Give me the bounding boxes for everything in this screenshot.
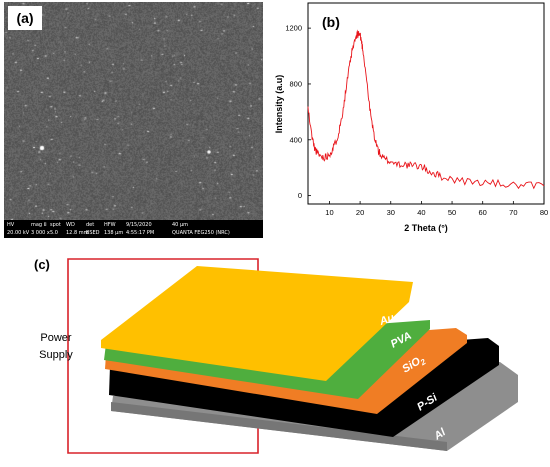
y-tick-label: 1200 bbox=[285, 24, 302, 33]
xrd-series-line bbox=[307, 29, 545, 190]
sem-panel: (a) HV mag ⌷ spot WD det HFW 9/15/2020 40 µm 20… bbox=[4, 2, 263, 238]
y-tick-label: 800 bbox=[289, 79, 302, 88]
panel-c-label: (c) bbox=[34, 257, 50, 272]
sem-footer-row2-field: 20.00 kV bbox=[7, 230, 30, 236]
power-supply-wire bbox=[67, 258, 259, 454]
sem-footer-row1-field: HV bbox=[7, 222, 15, 228]
sem-footer-row1-field: det bbox=[86, 222, 95, 228]
y-axis-label: Intensity (a.u) bbox=[274, 75, 284, 134]
x-tick-label: 70 bbox=[509, 208, 517, 217]
power-supply-label-line1: Power bbox=[40, 332, 72, 344]
sem-image bbox=[4, 2, 263, 220]
sio2-label-subscript: 2 bbox=[418, 357, 428, 368]
device-schematic: (c) Power Supply Au PVA SiO2 P-Si Al bbox=[34, 257, 518, 454]
sem-footer-row1-field: WD bbox=[66, 222, 75, 228]
x-tick-label: 80 bbox=[540, 208, 548, 217]
panel-b-label: (b) bbox=[322, 14, 340, 30]
sem-footer: HV mag ⌷ spot WD det HFW 9/15/2020 40 µm 20.00 … bbox=[4, 220, 263, 238]
x-tick-label: 10 bbox=[325, 208, 333, 217]
y-tick-label: 400 bbox=[289, 135, 302, 144]
plot-frame bbox=[307, 2, 545, 205]
sem-footer-row2-field: 5.0 bbox=[50, 230, 58, 236]
sem-footer-row2-field: 138 µm bbox=[104, 230, 124, 236]
sem-footer-row2-field: 12.8 mm bbox=[66, 230, 89, 236]
sem-footer-row2-field: BSED bbox=[86, 230, 100, 236]
au-layer bbox=[101, 266, 413, 381]
y-tick-label: 0 bbox=[298, 191, 302, 200]
x-tick-label: 60 bbox=[479, 208, 487, 217]
x-tick-label: 30 bbox=[387, 208, 395, 217]
x-tick-label: 50 bbox=[448, 208, 456, 217]
power-supply-label-line2: Supply bbox=[39, 349, 73, 361]
au-label: Au bbox=[377, 312, 396, 328]
panel-a-label: (a) bbox=[8, 6, 42, 30]
x-tick-label: 20 bbox=[356, 208, 364, 217]
sem-footer-row2-field: QUANTA FEG250 (NRC) bbox=[172, 230, 230, 236]
sem-footer-row1-field: HFW bbox=[104, 222, 116, 228]
x-tick-label: 40 bbox=[417, 208, 425, 217]
x-axis-label: 2 Theta (°) bbox=[404, 223, 448, 233]
sem-footer-row1-field: 9/15/2020 bbox=[126, 222, 152, 228]
sem-footer-row1-field: 40 µm bbox=[172, 222, 189, 228]
sem-footer-row1-field: mag ⌷ bbox=[31, 222, 47, 228]
sem-footer-row1-field: spot bbox=[50, 222, 61, 228]
sem-footer-row1: HV mag ⌷ spot WD det HFW 9/15/2020 40 µm bbox=[4, 222, 263, 229]
sem-footer-row2: 20.00 kV 3 000 x 5.0 12.8 mm BSED 138 µm 4:55:… bbox=[4, 230, 263, 237]
sem-footer-row2-field: 4:55:17 PM bbox=[126, 230, 155, 236]
sem-footer-row2-field: 3 000 x bbox=[31, 230, 50, 236]
